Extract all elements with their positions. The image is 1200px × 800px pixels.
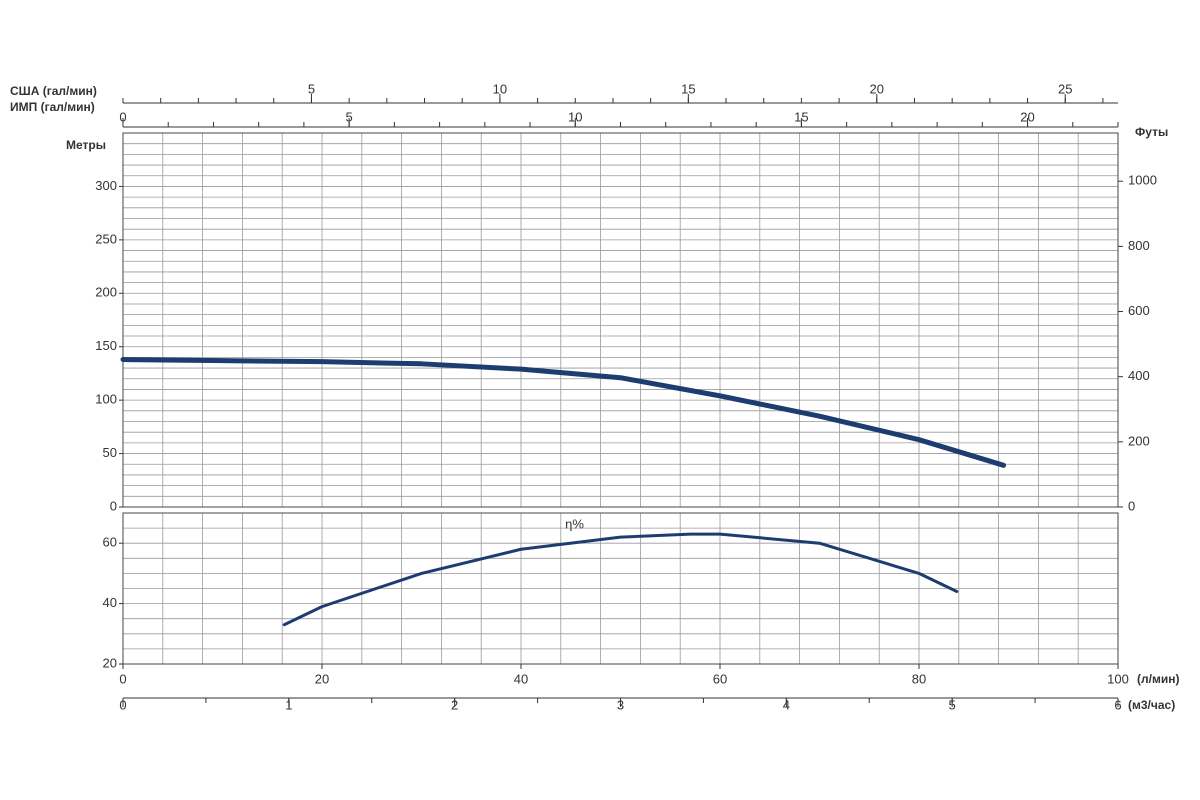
flow-tick-label: 6 [1114, 697, 1121, 712]
x-axis-label: (л/мин) [1137, 672, 1179, 686]
y-tick-label: 250 [95, 231, 117, 246]
x-tick-label: 80 [912, 671, 926, 686]
flow-tick-label: 5 [949, 697, 956, 712]
flow-tick-label: 10 [568, 109, 582, 124]
y-tick-label: 200 [95, 285, 117, 300]
flow-tick-label: 20 [870, 81, 884, 96]
flow-tick-label: 15 [681, 81, 695, 96]
flow-tick-label: 15 [794, 109, 808, 124]
x-tick-label: 40 [514, 671, 528, 686]
y2-axis-label: Футы [1135, 125, 1168, 139]
flow-tick-label: 0 [119, 109, 126, 124]
flow-tick-label: 10 [493, 81, 507, 96]
y2-tick-label: 800 [1128, 238, 1150, 253]
y-tick-label: 0 [110, 498, 117, 513]
y2-tick-label: 400 [1128, 368, 1150, 383]
flow-tick-label: 25 [1058, 81, 1072, 96]
x-tick-label: 20 [315, 671, 329, 686]
x-tick-label: 60 [713, 671, 727, 686]
y2-tick-label: 200 [1128, 433, 1150, 448]
flow-tick-label: 0 [119, 697, 126, 712]
m3-axis-label: (м3/час) [1128, 698, 1175, 712]
y-tick-label: 100 [95, 392, 117, 407]
curve [282, 532, 959, 627]
plot-frame [122, 512, 1119, 665]
x-tick-label: 0 [119, 671, 126, 686]
flow-tick-label: 1 [285, 697, 292, 712]
plot-frame [122, 132, 1119, 508]
y-tick-label: 20 [103, 655, 117, 670]
flow-tick-label: 2 [451, 697, 458, 712]
imp-axis-label: ИМП (гал/мин) [10, 100, 95, 114]
us-axis-label: США (гал/мин) [10, 84, 97, 98]
annotation: η% [565, 516, 584, 531]
y-tick-label: 50 [103, 445, 117, 460]
y-tick-label: 60 [103, 535, 117, 550]
y-axis-label: Метры [66, 138, 106, 152]
curve [120, 357, 1007, 468]
flow-tick-label: 3 [617, 697, 624, 712]
flow-tick-label: 5 [346, 109, 353, 124]
y-tick-label: 40 [103, 595, 117, 610]
flow-tick-label: 4 [783, 697, 790, 712]
y-tick-label: 150 [95, 338, 117, 353]
flow-tick-label: 5 [308, 81, 315, 96]
y-tick-label: 300 [95, 178, 117, 193]
y2-tick-label: 600 [1128, 303, 1150, 318]
y2-tick-label: 1000 [1128, 173, 1157, 188]
y2-tick-label: 0 [1128, 498, 1135, 513]
x-tick-label: 100 [1107, 671, 1129, 686]
flow-tick-label: 20 [1020, 109, 1034, 124]
